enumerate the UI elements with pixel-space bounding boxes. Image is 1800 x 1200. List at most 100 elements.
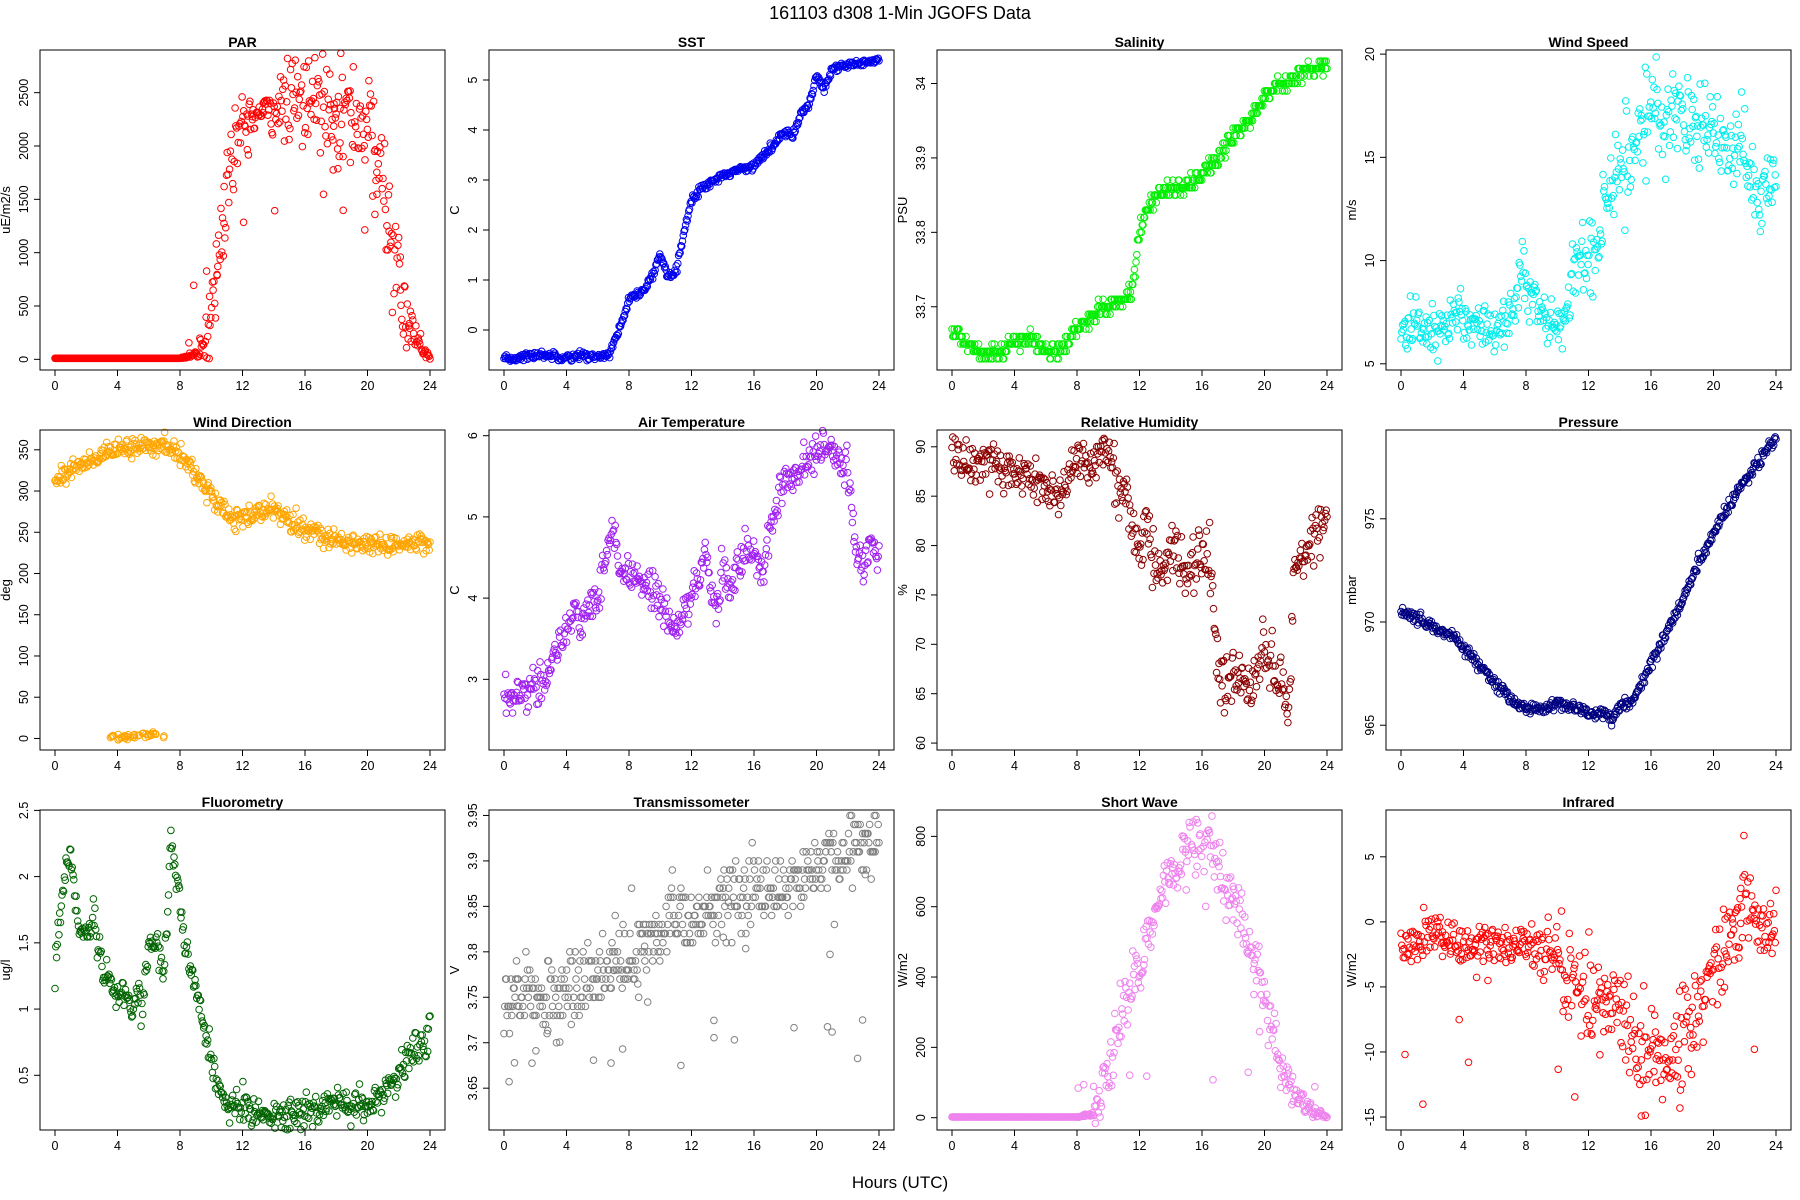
data-point: [954, 445, 963, 454]
x-tick-label: 24: [1320, 379, 1334, 393]
data-point: [268, 500, 277, 508]
data-point: [1289, 72, 1298, 80]
data-point: [1605, 204, 1613, 212]
data-point: [1063, 332, 1071, 341]
x-tick-label: 20: [1258, 759, 1272, 773]
data-point: [1068, 332, 1077, 341]
data-point: [687, 594, 695, 602]
data-point: [1452, 318, 1460, 326]
y-tick-label: 90: [914, 440, 928, 454]
data-point: [1603, 199, 1612, 208]
data-point: [1688, 105, 1696, 114]
data-point: [709, 920, 717, 929]
data-point: [1163, 176, 1172, 184]
data-point: [1538, 305, 1547, 314]
data-point: [776, 473, 785, 482]
data-point: [770, 517, 778, 525]
data-point: [844, 488, 853, 497]
data-point: [210, 299, 219, 308]
data-point: [1567, 269, 1576, 278]
data-point: [369, 549, 377, 558]
data-point: [532, 683, 540, 692]
data-point: [837, 454, 846, 463]
x-tick-label: 12: [1582, 379, 1596, 393]
x-tick-label: 16: [1195, 759, 1209, 773]
data-point: [1487, 327, 1495, 335]
data-point: [1284, 718, 1292, 727]
data-point: [731, 857, 740, 865]
data-point: [1197, 176, 1206, 184]
data-point: [516, 694, 525, 703]
data-point: [1016, 347, 1024, 356]
y-tick-label: 10: [1363, 254, 1377, 268]
data-point: [220, 497, 228, 506]
data-point: [573, 613, 582, 622]
data-point: [196, 334, 204, 343]
data-point: [373, 168, 381, 177]
y-tick-label: 0: [466, 326, 480, 333]
data-point: [218, 214, 227, 222]
data-point: [1607, 154, 1615, 162]
data-point: [1423, 340, 1431, 348]
data-point: [1715, 154, 1723, 163]
data-point: [1690, 156, 1699, 164]
data-point: [769, 142, 778, 150]
x-tick-label: 8: [1523, 379, 1530, 393]
data-point: [149, 728, 157, 736]
data-point: [816, 441, 825, 449]
data-point: [507, 690, 515, 698]
data-point: [268, 131, 277, 139]
data-point: [93, 953, 102, 962]
data-point: [811, 432, 820, 441]
data-point: [1259, 102, 1267, 110]
data-point: [186, 459, 195, 467]
data-point: [295, 95, 304, 104]
data-point: [1413, 322, 1422, 330]
data-point: [1500, 343, 1509, 352]
data-point: [1235, 124, 1244, 132]
y-axis-label: C: [447, 205, 462, 214]
data-point: [1176, 191, 1185, 199]
data-point: [360, 141, 369, 150]
data-point: [170, 853, 178, 861]
data-point: [349, 531, 358, 540]
data-point: [356, 102, 365, 110]
data-point: [224, 170, 232, 179]
data-point: [1772, 182, 1780, 191]
data-point: [1407, 325, 1415, 333]
data-point: [523, 691, 532, 699]
data-point: [1322, 57, 1330, 66]
data-point: [246, 125, 255, 134]
data-point: [1745, 159, 1754, 167]
x-tick-label: 16: [1644, 379, 1658, 393]
data-point: [1652, 53, 1660, 61]
data-point: [1144, 540, 1153, 548]
data-point: [1579, 286, 1588, 294]
data-point: [1459, 316, 1467, 325]
x-tick-label: 24: [423, 759, 437, 773]
data-points: [500, 54, 883, 365]
data-point: [1508, 310, 1516, 318]
x-tick-label: 0: [52, 1139, 59, 1153]
data-point: [711, 938, 720, 947]
data-point: [1497, 312, 1505, 320]
y-tick-label: 2500: [17, 79, 31, 107]
data-point: [1177, 533, 1186, 541]
data-point: [807, 95, 815, 103]
data-point: [1673, 144, 1682, 153]
data-point: [335, 152, 344, 161]
data-point: [1706, 93, 1714, 101]
data-point: [1209, 604, 1218, 613]
data-point: [1505, 329, 1513, 338]
data-point: [967, 476, 975, 485]
x-tick-label: 4: [114, 379, 121, 393]
data-point: [1635, 132, 1643, 141]
data-point: [244, 151, 253, 159]
data-point: [1693, 132, 1701, 141]
x-tick-label: 8: [1074, 379, 1081, 393]
data-point: [1650, 114, 1659, 123]
data-point: [55, 909, 64, 917]
